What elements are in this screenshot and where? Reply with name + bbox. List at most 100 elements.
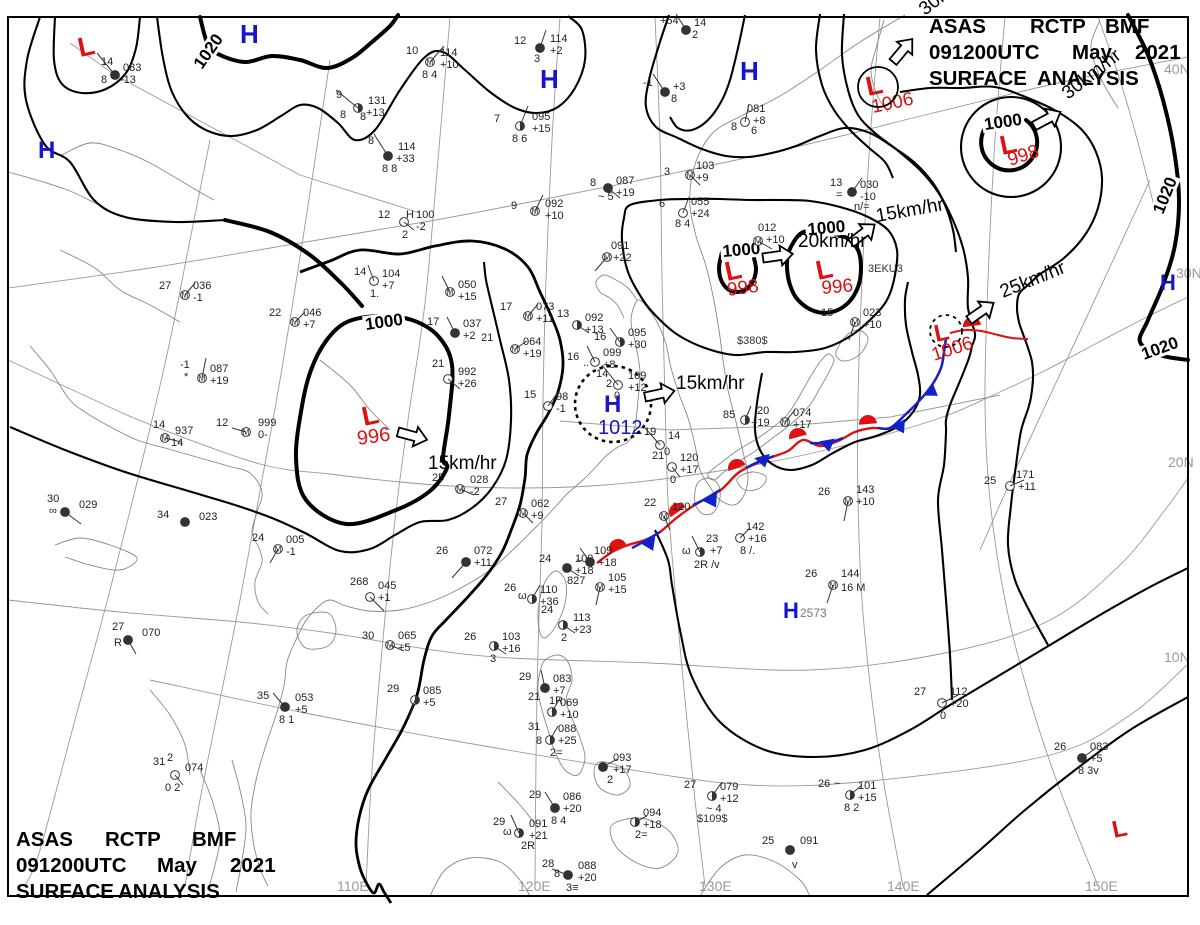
svg-text:+10: +10 xyxy=(856,496,875,508)
svg-text:L: L xyxy=(932,318,952,347)
svg-text:091: 091 xyxy=(800,835,818,847)
svg-text:M: M xyxy=(387,641,394,650)
svg-text:114: 114 xyxy=(440,47,458,59)
svg-text:20km/hr: 20km/hr xyxy=(798,231,867,252)
svg-text:-1: -1 xyxy=(556,403,566,415)
svg-text:-1: -1 xyxy=(180,359,190,371)
svg-text:0-: 0- xyxy=(258,429,268,441)
svg-text:087: 087 xyxy=(616,175,634,187)
svg-text:8: 8 xyxy=(671,93,677,105)
svg-text:+10: +10 xyxy=(863,319,882,331)
svg-text:*: * xyxy=(184,371,189,383)
svg-text:SURFACE: SURFACE xyxy=(929,67,1027,90)
svg-text:+19: +19 xyxy=(616,187,635,199)
svg-text:26: 26 xyxy=(464,631,476,643)
svg-text:+17: +17 xyxy=(793,419,812,431)
svg-text:120: 120 xyxy=(680,452,698,464)
svg-text:~ 4: ~ 4 xyxy=(706,803,722,815)
svg-text:26: 26 xyxy=(818,486,830,498)
svg-text:092: 092 xyxy=(545,198,563,210)
svg-text:2021: 2021 xyxy=(1135,41,1181,64)
svg-text:+12: +12 xyxy=(720,793,739,805)
svg-text:8 3v: 8 3v xyxy=(1078,765,1099,777)
svg-text:..: .. xyxy=(583,357,589,369)
svg-text:+13: +13 xyxy=(585,324,604,336)
svg-text:40N: 40N xyxy=(1164,61,1190,77)
svg-text:+20: +20 xyxy=(578,872,597,884)
svg-text:H: H xyxy=(540,64,559,94)
svg-text:028: 028 xyxy=(470,474,488,486)
svg-text:827: 827 xyxy=(567,575,585,587)
svg-text:+20: +20 xyxy=(563,803,582,815)
svg-text:31: 31 xyxy=(153,756,165,768)
svg-text:M: M xyxy=(182,291,189,300)
svg-text:074: 074 xyxy=(185,762,203,774)
svg-text:8: 8 xyxy=(101,74,107,86)
svg-text:+22: +22 xyxy=(613,252,632,264)
svg-text:23: 23 xyxy=(706,533,718,545)
svg-text:M: M xyxy=(243,428,250,437)
svg-text:074: 074 xyxy=(793,407,811,419)
svg-text:037: 037 xyxy=(463,318,481,330)
svg-text:036: 036 xyxy=(193,280,211,292)
svg-text:M: M xyxy=(532,207,539,216)
svg-text:109: 109 xyxy=(628,370,646,382)
svg-text:+23: +23 xyxy=(573,624,592,636)
svg-text:+25: +25 xyxy=(558,735,577,747)
svg-text:073: 073 xyxy=(536,301,554,313)
svg-text:RCTP: RCTP xyxy=(1030,15,1086,38)
svg-text:+7: +7 xyxy=(303,319,316,331)
svg-text:+15: +15 xyxy=(858,792,877,804)
svg-text:M: M xyxy=(755,237,762,246)
svg-text:2: 2 xyxy=(692,29,698,41)
svg-text:113: 113 xyxy=(573,612,591,624)
svg-text:L: L xyxy=(813,253,835,286)
svg-text:-1: -1 xyxy=(193,292,203,304)
svg-text:1012: 1012 xyxy=(598,417,643,439)
svg-text:21: 21 xyxy=(481,332,493,344)
svg-text:12: 12 xyxy=(378,209,390,221)
svg-text:+13: +13 xyxy=(366,107,385,119)
svg-text:091: 091 xyxy=(611,240,629,252)
svg-text:131: 131 xyxy=(368,95,386,107)
svg-text:087: 087 xyxy=(210,363,228,375)
svg-text:26: 26 xyxy=(436,545,448,557)
svg-text:+19: +19 xyxy=(210,375,229,387)
svg-text:+15: +15 xyxy=(458,291,477,303)
svg-text:14: 14 xyxy=(354,266,366,278)
svg-text:26: 26 xyxy=(504,582,516,594)
svg-text:+2: +2 xyxy=(550,45,563,57)
svg-text:996: 996 xyxy=(821,275,854,299)
svg-text:2021: 2021 xyxy=(230,854,276,877)
svg-text:15km/hr: 15km/hr xyxy=(428,453,497,474)
svg-text:15km/hr: 15km/hr xyxy=(676,373,745,394)
svg-text:2R: 2R xyxy=(521,840,535,852)
svg-text:L: L xyxy=(1110,814,1130,843)
svg-text:065: 065 xyxy=(398,630,416,642)
svg-text:998: 998 xyxy=(726,276,760,301)
svg-text:+5: +5 xyxy=(423,697,436,709)
svg-text:May: May xyxy=(157,854,197,877)
svg-text:2=: 2= xyxy=(635,829,648,841)
svg-text:1020: 1020 xyxy=(1149,174,1181,216)
svg-text:RCTP: RCTP xyxy=(105,828,161,851)
svg-text:1000: 1000 xyxy=(722,239,761,261)
svg-text:22: 22 xyxy=(644,497,656,509)
svg-text:20: 20 xyxy=(757,405,769,417)
svg-text:v: v xyxy=(792,859,798,871)
svg-text:30: 30 xyxy=(47,493,59,505)
svg-text:100: 100 xyxy=(416,209,434,221)
svg-text:+11: +11 xyxy=(536,313,554,325)
svg-text:114: 114 xyxy=(550,33,568,45)
svg-text:BMF: BMF xyxy=(1105,15,1149,38)
svg-text:~ 5: ~ 5 xyxy=(598,191,614,203)
svg-text:3: 3 xyxy=(664,166,670,178)
svg-text:M: M xyxy=(512,345,519,354)
svg-text:L: L xyxy=(359,399,381,432)
svg-text:095: 095 xyxy=(532,111,550,123)
svg-text:150E: 150E xyxy=(1085,878,1118,894)
svg-text:0 2: 0 2 xyxy=(165,782,180,794)
svg-text:15: 15 xyxy=(524,389,536,401)
svg-text:8: 8 xyxy=(360,111,366,123)
svg-text:ANALYSIS: ANALYSIS xyxy=(118,880,220,903)
